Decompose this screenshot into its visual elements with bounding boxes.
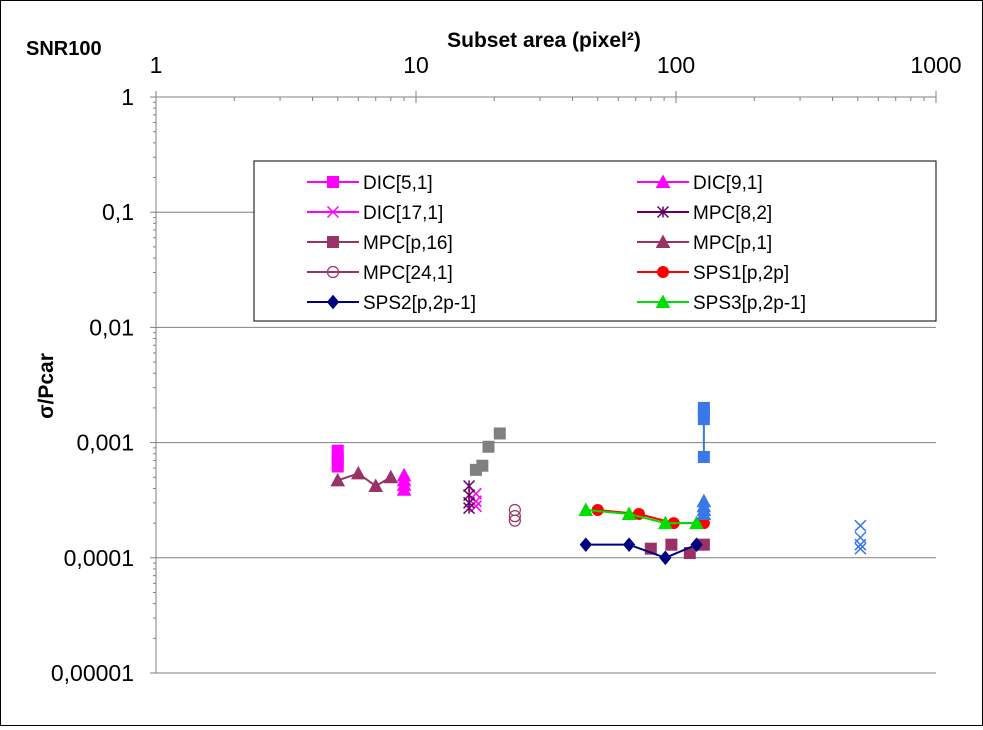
y-axis-title: σ/Pcar [35, 353, 58, 419]
data-point [384, 471, 397, 483]
y-tick-label: 0,0001 [64, 545, 134, 571]
legend-label: MPC[8,2] [693, 203, 772, 224]
series-11 [698, 402, 709, 462]
series-1 [398, 469, 411, 495]
data-point [580, 538, 591, 551]
legend-label: SPS2[p,2p-1] [363, 293, 476, 314]
series-0 [332, 445, 343, 472]
corner-label: SNR100 [26, 38, 102, 60]
legend-label: DIC[17,1] [363, 203, 443, 224]
x-tick-label: 1000 [910, 52, 961, 78]
x-tick-label: 10 [403, 52, 429, 78]
legend: DIC[5,1] DIC[9,1] DIC[17,1] MPC[8,2] MPC[p,1… [254, 161, 936, 321]
data-point [352, 467, 365, 479]
legend-label: MPC[24,1] [363, 263, 453, 284]
x-axis-title: Subset area (pixel²) [447, 29, 641, 52]
legend-label: MPC[p,16] [363, 233, 453, 254]
data-point [660, 551, 671, 564]
data-point [666, 539, 677, 550]
data-point [624, 538, 635, 551]
legend-label: DIC[9,1] [693, 173, 763, 194]
data-point [369, 480, 382, 492]
data-point [698, 414, 709, 425]
y-tick-label: 0,001 [76, 430, 134, 456]
legend-label: SPS3[p,2p-1] [693, 293, 806, 314]
series-line [586, 545, 697, 558]
legend-marker [328, 177, 339, 188]
y-tick-label: 0,01 [89, 314, 134, 340]
data-point [855, 520, 866, 531]
data-point [477, 460, 488, 471]
legend-label: DIC[5,1] [363, 173, 433, 194]
y-tick-label: 1 [121, 84, 134, 110]
x-tick-label: 100 [657, 52, 695, 78]
data-point [494, 428, 505, 439]
x-tick-label: 1 [150, 52, 163, 78]
data-point [698, 451, 709, 462]
series-10 [470, 428, 505, 475]
legend-marker [658, 267, 669, 278]
series-line [338, 473, 391, 486]
legend-marker [328, 237, 339, 248]
legend-label: MPC[p,1] [693, 233, 772, 254]
data-point [332, 461, 343, 472]
data-point [483, 441, 494, 452]
series-13 [855, 520, 866, 554]
y-tick-label: 0,1 [102, 199, 134, 225]
data-point [464, 503, 475, 514]
data-point [509, 504, 520, 515]
y-tick-label: 0,00001 [51, 660, 134, 686]
series-6 [509, 504, 520, 526]
legend-label: SPS1[p,2p] [693, 263, 789, 284]
series-layer [331, 402, 866, 564]
series-12 [697, 495, 710, 520]
axes-layer: 1 0,1 0,01 0,001 0,0001 0,00001 1 10 100 1000 [51, 52, 962, 686]
